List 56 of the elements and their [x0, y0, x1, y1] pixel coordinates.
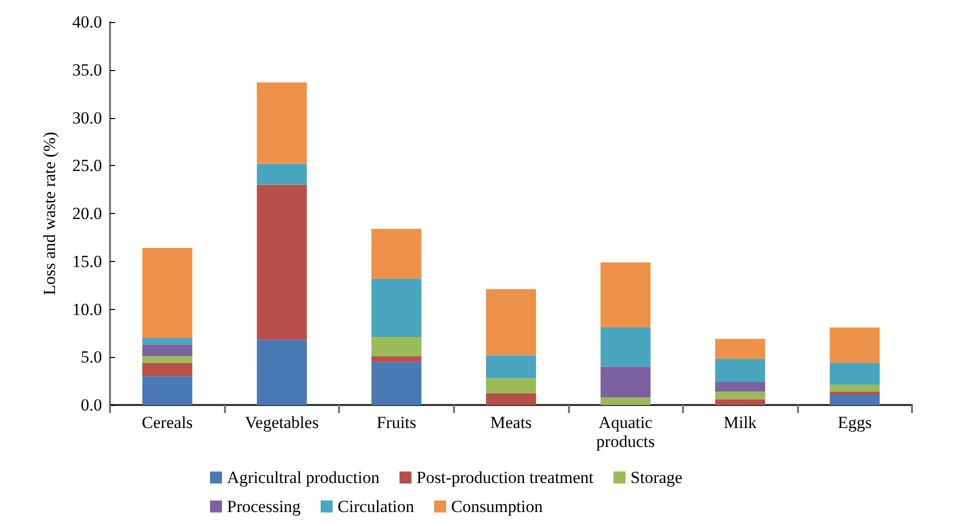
bar: [600, 262, 651, 328]
bar: [600, 397, 651, 405]
x-tick-label: Milk: [724, 413, 758, 432]
bar: [830, 392, 880, 394]
bar: [715, 338, 766, 360]
bar: [142, 248, 192, 338]
x-tick-label: Meats: [490, 413, 532, 432]
y-tick-label: 0.0: [80, 396, 102, 414]
legend-label: Agricultral production: [227, 468, 380, 487]
bar: [142, 362, 192, 376]
x-tick-label: Aquatic products: [596, 413, 655, 451]
x-tick-label: Cereals: [142, 413, 193, 432]
bar: [371, 356, 422, 362]
legend-label: Circulation: [338, 497, 415, 516]
bar: [715, 392, 766, 400]
bar: [715, 359, 766, 382]
legend-label: Post-production treatment: [416, 468, 594, 487]
bar: [486, 394, 536, 405]
bar: [486, 355, 536, 378]
x-tick-label: Fruits: [376, 413, 416, 432]
bar: [142, 344, 192, 356]
bar: [142, 356, 192, 363]
bar: [486, 289, 536, 356]
bar: [830, 384, 880, 392]
bar: [600, 327, 651, 367]
bar: [256, 164, 307, 185]
y-tick-label: 10.0: [72, 300, 102, 319]
bar: [486, 378, 536, 394]
bar: [371, 362, 422, 405]
bar: [715, 399, 766, 405]
bar: [830, 394, 880, 405]
y-tick-label: 5.0: [80, 348, 102, 367]
y-axis-title: Loss and waste rate (%): [40, 132, 59, 296]
legend-label: Storage: [630, 468, 682, 487]
y-tick-label: 30.0: [72, 108, 102, 128]
bar: [830, 327, 880, 363]
x-tick-label: Eggs: [838, 413, 872, 432]
y-tick-label: 15.0: [72, 252, 102, 271]
bar: [371, 278, 422, 338]
bar: [142, 338, 192, 345]
bar: [256, 82, 307, 164]
bar: [371, 228, 422, 279]
bar: [830, 362, 880, 385]
bar: [715, 382, 766, 392]
y-tick-label: 20.0: [72, 204, 102, 223]
bar: [256, 340, 307, 405]
bar: [371, 337, 422, 356]
bar: [256, 184, 307, 340]
legend-label: Consumption: [451, 497, 544, 516]
legend-label: Processing: [227, 497, 302, 516]
y-tick-label: 35.0: [72, 60, 102, 80]
x-tick-label: Vegetables: [245, 413, 319, 432]
y-tick-label: 40.0: [72, 12, 102, 32]
y-tick-label: 25.0: [72, 156, 102, 176]
bar: [600, 366, 651, 398]
bar: [142, 376, 192, 405]
